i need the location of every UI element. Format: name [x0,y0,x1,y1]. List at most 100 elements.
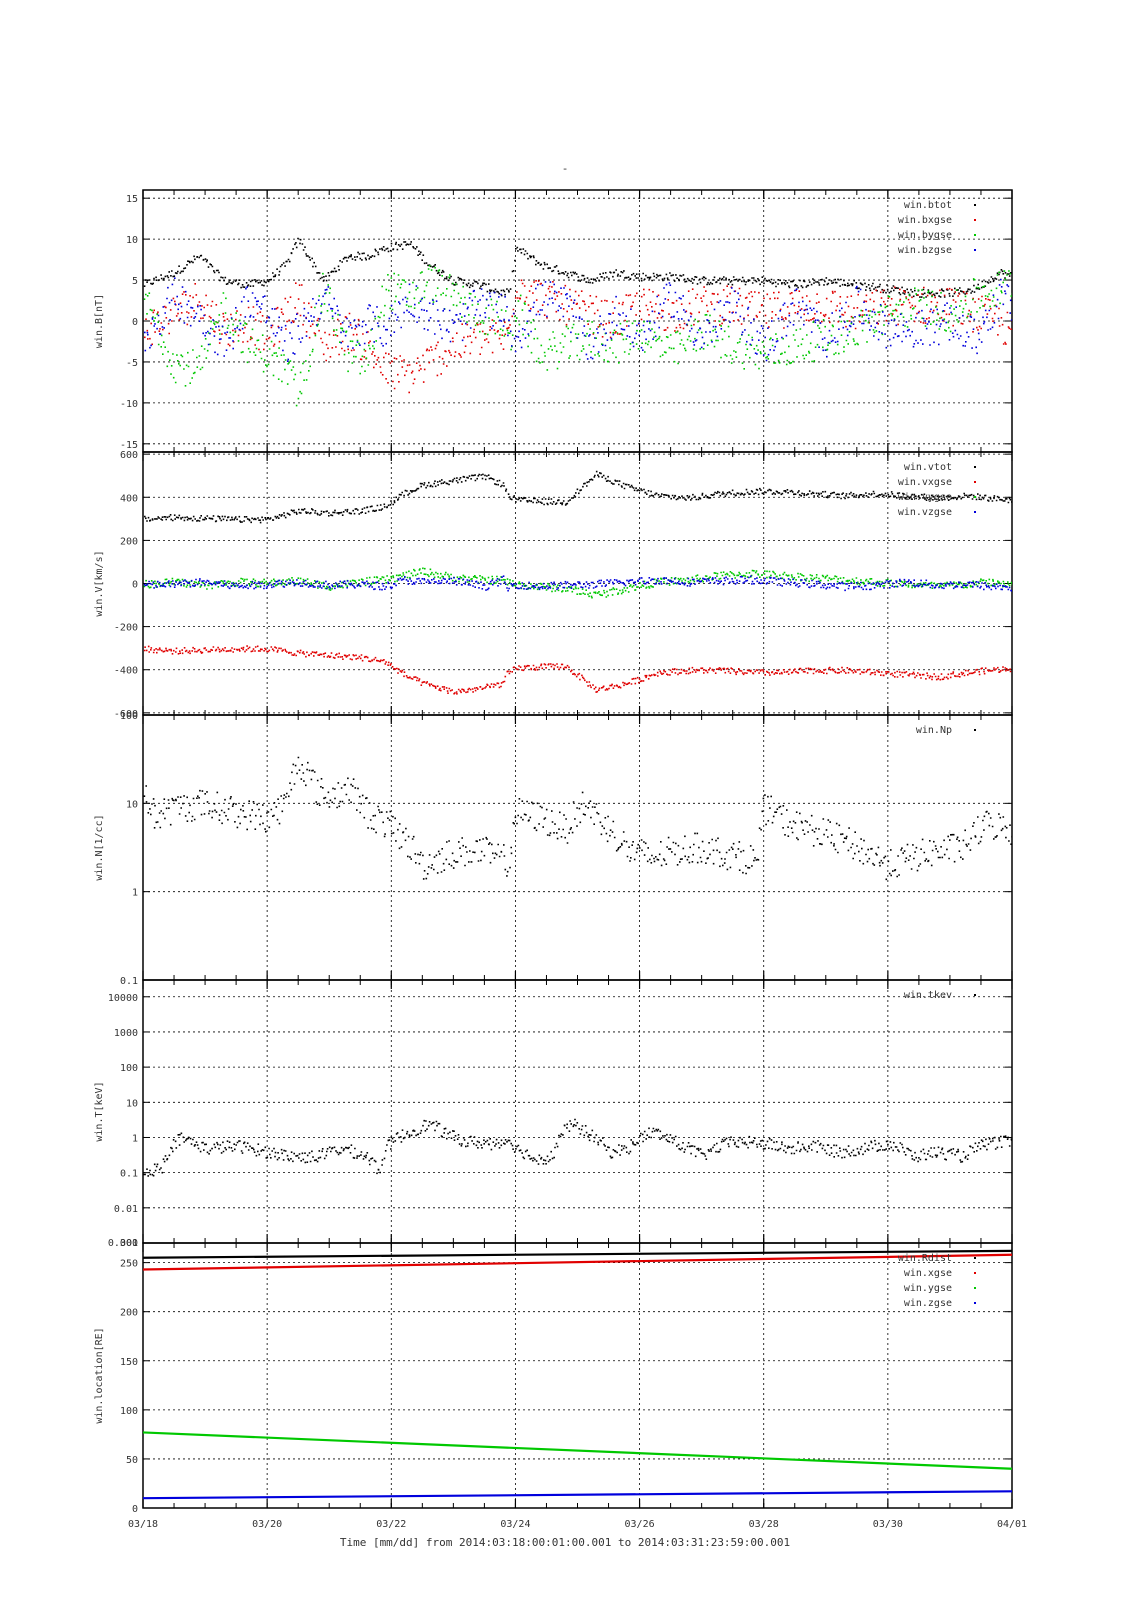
legend-entry-label: win.tkev [904,990,952,1001]
legend-entry-label: win.btot [904,200,952,211]
panel-frame [142,979,1013,1244]
y-axis-label: win.location[RE] [94,1327,105,1423]
y-tick-label: 0.01 [114,1204,138,1215]
series-layer [143,237,1012,407]
x-tick-label: 03/22 [376,1519,406,1530]
y-tick-label: 0 [132,580,138,591]
series-points [144,279,1012,394]
series-points [143,265,1012,407]
legend-entry-label: win.ygse [904,1283,952,1294]
y-tick-label: 5 [132,276,138,287]
legend-marker [974,511,976,513]
y-tick-label: 50 [126,1455,138,1466]
x-tick-label: 03/24 [500,1519,530,1530]
series-points [143,645,1012,695]
panel-3: 100 10 1 0.1 win.N[1/cc] win.Np [94,711,1013,987]
y-tick-label: 0 [132,1504,138,1515]
legend-entry-label: win.bzgse [898,245,952,256]
legend-marker [974,1287,976,1289]
legend-entry-label: win.Rdist [898,1253,952,1264]
y-tick-label: 400 [120,493,138,504]
legend-entry-label: win.vzgse [898,507,952,518]
series-points [143,1118,1012,1177]
y-tick-label: 100 [120,711,138,722]
y-tick-label: 0.001 [108,1238,138,1249]
y-tick-label: -200 [114,623,138,634]
y-tick-label: 200 [120,1308,138,1319]
y-tick-label: -15 [120,440,138,451]
series-win-zgse [143,1490,1012,1500]
legend-marker [974,1257,976,1259]
legend: win.tkev [904,990,976,1001]
y-axis-label: win.T[keV] [94,1081,105,1141]
x-axis-label: Time [mm/dd] from 2014:03:18:00:01:00.00… [340,1536,790,1549]
legend-marker [974,1272,976,1274]
legend-marker [974,1302,976,1304]
legend-marker [974,234,976,236]
y-tick-label: 1 [132,1133,138,1144]
series-win-Rdist [143,1249,1012,1259]
series-win-Np [143,756,1012,881]
y-axis-label: win.N[1/cc] [94,814,105,880]
series-win-btot [143,237,1012,298]
x-tick-label: 03/18 [128,1519,158,1530]
series-win-vxgse [143,645,1012,695]
y-tick-label: 200 [120,536,138,547]
y-tick-label: -400 [114,666,138,677]
legend-entry-label: win.Np [916,725,952,736]
legend-marker [974,219,976,221]
legend-entry-label: win.vygse [898,492,952,503]
series-layer [143,470,1012,695]
y-tick-label: -10 [120,399,138,410]
y-tick-label: 600 [120,450,138,461]
chart-title: - [562,162,569,175]
panel-1: 15 10 5 0 -5 -10 -15 win.B[nT] win.btot win.bxgse… [94,189,1013,453]
y-tick-label: 0.1 [120,1169,138,1180]
y-tick-label: 300 [120,1238,138,1249]
series-points [143,756,1012,881]
y-tick-label: 10 [126,799,138,810]
panel-frame [142,1242,1013,1509]
legend: win.vtot win.vxgse win.vygse win.vzgse [898,462,976,518]
y-tick-label: -600 [114,709,138,720]
y-tick-label: 0 [132,317,138,328]
panel-5: 250 200 150 100 50 0 win.location[RE] win.Rdist… [94,1242,1013,1515]
legend: win.Rdist win.xgse win.ygse win.zgse [898,1253,976,1309]
series-points [143,237,1012,298]
y-tick-label: 250 [120,1259,138,1270]
legend-marker [974,481,976,483]
series-win-tkev [143,1118,1012,1177]
x-tick-label: 03/26 [625,1519,655,1530]
y-tick-label: -5 [126,358,138,369]
y-tick-label: 100 [120,1406,138,1417]
series-win-bygse [143,265,1012,407]
legend-marker [974,249,976,251]
legend-entry-label: win.vxgse [898,477,952,488]
legend-entry-label: win.bygse [898,230,952,241]
series-win-bxgse [144,279,1012,394]
legend-marker [974,466,976,468]
y-tick-label: 1000 [114,1028,138,1039]
series-line [143,1253,1012,1271]
series-win-xgse [143,1253,1012,1271]
legend-entry-label: win.xgse [904,1268,952,1279]
y-axis-label: win.B[nT] [94,294,105,348]
legend-entry-label: win.zgse [904,1298,952,1309]
panel-frame [142,714,1013,981]
legend-marker [974,496,976,498]
y-tick-label: 0.1 [120,976,138,987]
legend-marker [974,994,976,996]
y-tick-label: 15 [126,194,138,205]
series-line [143,1431,1012,1470]
legend: win.btot win.bxgse win.bygse win.bzgse [898,200,976,256]
series-line [143,1249,1012,1259]
y-tick-label: 100 [120,1063,138,1074]
y-axis-label: win.V[km/s] [94,550,105,616]
x-tick-label: 04/01 [997,1519,1027,1530]
legend-entry-label: win.bxgse [898,215,952,226]
x-tick-label: 03/30 [873,1519,903,1530]
x-tick-label: 03/28 [749,1519,779,1530]
legend-entry-label: win.vtot [904,462,952,473]
